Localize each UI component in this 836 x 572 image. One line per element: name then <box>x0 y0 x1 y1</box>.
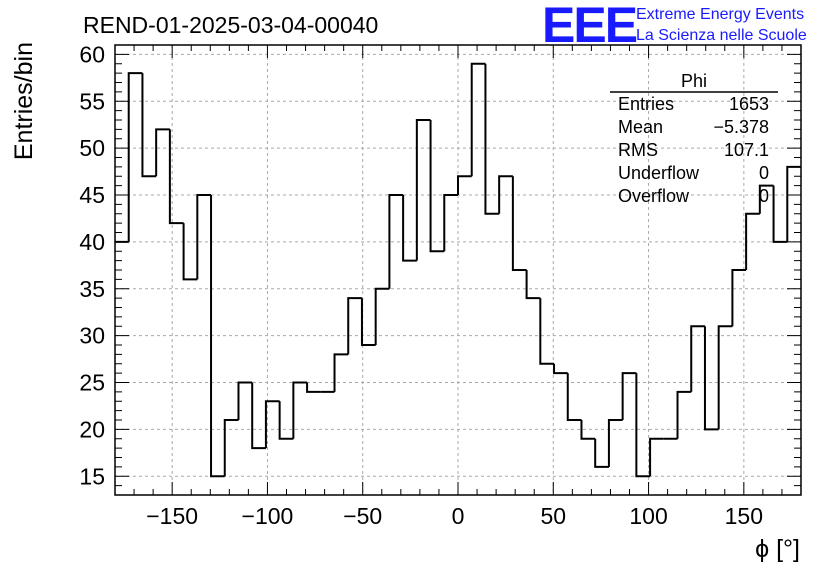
x-tick-label: 100 <box>629 503 667 529</box>
histogram-bin-19 <box>374 287 390 345</box>
histogram-bin-4 <box>168 129 184 225</box>
histogram-bin-21 <box>402 195 417 262</box>
y-tick-label: 20 <box>79 416 105 442</box>
histogram-bin-39 <box>649 437 664 477</box>
histogram-bin-46 <box>745 212 760 270</box>
eee-logo-mark: EEE <box>542 0 637 53</box>
stats-value: 0 <box>759 163 769 183</box>
x-tick-labels: −150 −100 −50 0 50 100 150 <box>146 503 763 529</box>
histogram-bin-7 <box>210 195 225 478</box>
y-tick-label: 60 <box>79 41 105 67</box>
histogram-bin-18 <box>360 298 376 346</box>
x-tick-label: 50 <box>540 503 566 529</box>
chart-title: REND-01-2025-03-04-00040 <box>83 12 378 38</box>
histogram-bin-20 <box>388 194 404 289</box>
histogram-bin-2 <box>141 73 157 178</box>
histogram-bin-24 <box>443 194 458 252</box>
histogram-bin-5 <box>182 223 198 281</box>
histogram-bin-28 <box>498 175 513 214</box>
y-tick-label: 50 <box>79 135 105 161</box>
stats-value: 1653 <box>729 94 769 114</box>
histogram-bin-30 <box>525 270 541 300</box>
y-tick-label: 55 <box>79 88 105 114</box>
histogram-bin-31 <box>539 298 555 365</box>
histogram-bin-17 <box>347 297 362 355</box>
x-tick-label: −100 <box>242 503 294 529</box>
x-tick-label: −150 <box>146 503 198 529</box>
histogram-bin-33 <box>566 373 582 421</box>
histogram-bin-35 <box>594 438 609 468</box>
stats-value: 0 <box>759 186 769 206</box>
histogram-bin-42 <box>690 325 705 392</box>
histogram-bin-23 <box>429 120 445 253</box>
histogram-bin-8 <box>223 419 239 477</box>
histogram-bin-38 <box>635 373 651 478</box>
histogram-bin-22 <box>415 119 431 261</box>
x-tick-label: 0 <box>452 503 465 529</box>
histogram-bin-44 <box>717 325 733 430</box>
stats-box-name: Phi <box>681 71 707 91</box>
eee-logo-line1: Extreme Energy Events <box>636 6 804 23</box>
histogram-bin-26 <box>470 62 486 177</box>
histogram-bin-16 <box>333 353 349 392</box>
histogram-bin-47 <box>758 184 774 214</box>
histogram-bin-43 <box>703 326 719 431</box>
histogram-bin-45 <box>731 269 747 327</box>
y-tick-label: 45 <box>79 182 105 208</box>
stats-rows: Entries 1653 Mean −5.378 RMS 107.1 Underflow 0 O… <box>618 94 769 206</box>
stats-label: Mean <box>618 117 663 137</box>
stats-label: Overflow <box>618 186 690 206</box>
y-tick-label: 30 <box>79 323 105 349</box>
histogram-bin-1 <box>127 72 143 242</box>
y-tick-labels: 15 20 25 30 35 40 45 50 55 60 <box>79 41 105 489</box>
stats-label: RMS <box>618 140 658 160</box>
x-tick-label: 150 <box>725 503 763 529</box>
x-axis-title: ϕ [°] <box>755 535 800 563</box>
histogram-bin-12 <box>278 401 294 440</box>
histogram-bin-32 <box>553 363 568 375</box>
histogram-bin-11 <box>264 400 280 449</box>
y-tick-label: 35 <box>79 276 105 302</box>
histogram-bin-25 <box>457 175 472 195</box>
axis-ticks <box>114 44 802 495</box>
histogram-bin-27 <box>484 63 500 215</box>
x-tick-label: −50 <box>343 503 382 529</box>
histogram-bin-3 <box>155 128 170 177</box>
stats-value: 107.1 <box>724 140 769 160</box>
eee-logo-line2: La Scienza nelle Scuole <box>636 27 807 44</box>
y-tick-label: 15 <box>79 463 105 489</box>
histogram-bin-29 <box>511 176 527 271</box>
y-tick-label: 40 <box>79 229 105 255</box>
histogram-bin-10 <box>251 382 266 450</box>
stats-value: −5.378 <box>713 117 769 137</box>
histogram-bin-41 <box>676 390 692 439</box>
histogram-line <box>115 62 801 478</box>
stats-label: Entries <box>618 94 674 114</box>
y-tick-label: 25 <box>79 370 105 396</box>
histogram-bin-6 <box>196 194 212 280</box>
y-axis-title: Entries/bin <box>10 42 38 160</box>
histogram-bin-14 <box>306 382 321 393</box>
histogram-bin-34 <box>580 420 596 440</box>
stats-box: Phi Entries 1653 Mean −5.378 RMS 107.1 Underfl… <box>610 71 778 206</box>
histogram-bin-13 <box>292 381 308 439</box>
histogram-bin-48 <box>772 185 788 243</box>
histogram-bin-37 <box>621 372 637 420</box>
stats-label: Underflow <box>618 163 700 183</box>
histogram-bin-36 <box>607 419 623 467</box>
histogram-bin-9 <box>237 381 253 420</box>
